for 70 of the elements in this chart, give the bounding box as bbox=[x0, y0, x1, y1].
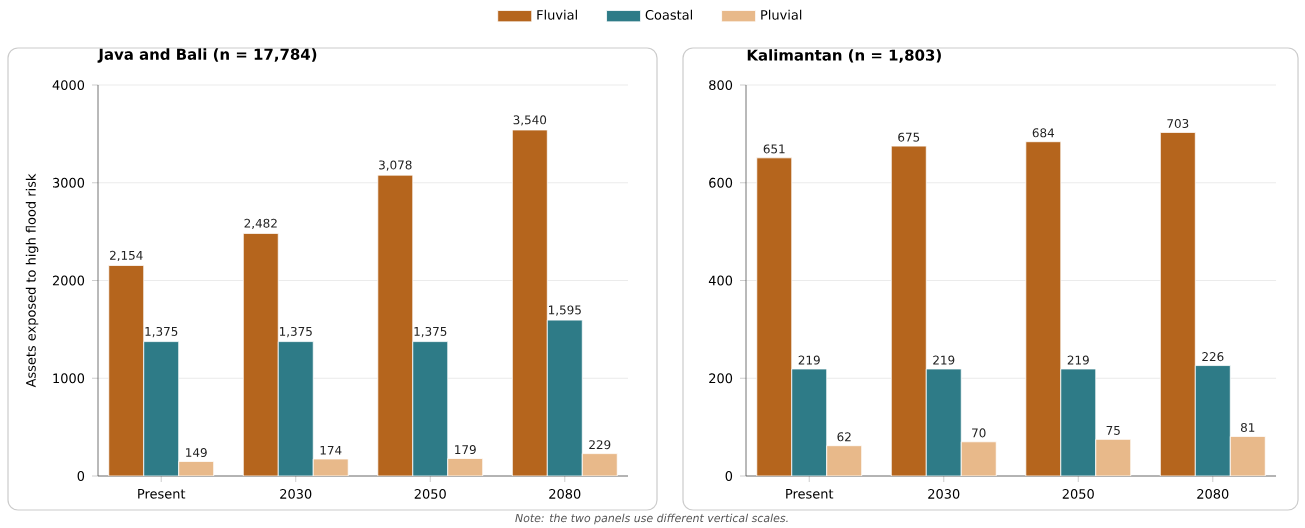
text: Note: the two panels use different vertical scales. bbox=[515, 513, 788, 525]
x-tick-label: 2050 bbox=[414, 489, 446, 499]
data-label: 2,154 bbox=[110, 250, 143, 262]
x-tick-label: 2080 bbox=[1197, 489, 1229, 499]
x-tick-label: 2050 bbox=[1062, 489, 1094, 499]
y-tick-label: 400 bbox=[708, 275, 733, 286]
bar bbox=[1025, 141, 1062, 476]
y-tick-label: 3000 bbox=[53, 177, 85, 188]
bar bbox=[890, 145, 927, 476]
bar bbox=[1229, 436, 1266, 476]
bar bbox=[242, 232, 279, 476]
bar bbox=[960, 441, 997, 476]
bar bbox=[1095, 438, 1132, 476]
data-label: 1,595 bbox=[548, 305, 581, 316]
data-label: 62 bbox=[837, 432, 851, 442]
data-label: 229 bbox=[589, 440, 611, 450]
bar bbox=[108, 265, 145, 476]
bar bbox=[826, 445, 863, 476]
bar bbox=[925, 368, 962, 476]
y-tick-label: 0 bbox=[77, 471, 85, 481]
y-tick-label: 600 bbox=[709, 177, 733, 188]
bar bbox=[412, 341, 449, 476]
data-label: 179 bbox=[455, 445, 476, 455]
bar bbox=[1194, 365, 1231, 476]
legend-label: Pluvial bbox=[761, 9, 802, 20]
x-tick-label: Present bbox=[786, 489, 834, 499]
x-tick-label: 2080 bbox=[549, 489, 581, 499]
data-label: 703 bbox=[1167, 118, 1189, 128]
data-label: 149 bbox=[186, 447, 207, 458]
data-label: 3,078 bbox=[379, 160, 412, 171]
y-tick-label: 1000 bbox=[53, 373, 85, 384]
bar bbox=[277, 341, 314, 476]
data-label: 1,375 bbox=[414, 326, 447, 338]
chart-title: Java and Bali (n = 17,784) bbox=[97, 48, 317, 63]
legend-label: Fluvial bbox=[537, 9, 577, 20]
data-label: 219 bbox=[798, 355, 820, 365]
data-label: 2,482 bbox=[244, 218, 277, 230]
bar bbox=[143, 341, 180, 476]
y-axis-title: Assets exposed to high flood risk bbox=[25, 173, 39, 388]
bar bbox=[756, 157, 793, 476]
x-tick-label: 2030 bbox=[928, 489, 960, 499]
data-label: 684 bbox=[1032, 128, 1055, 138]
data-label: 675 bbox=[898, 132, 920, 142]
data-label: 75 bbox=[1106, 426, 1120, 435]
data-label: 219 bbox=[933, 355, 955, 365]
bar bbox=[791, 368, 828, 476]
y-tick-label: 2000 bbox=[52, 275, 85, 286]
y-tick-label: 800 bbox=[709, 80, 733, 90]
bar bbox=[377, 174, 414, 476]
data-label: 3,540 bbox=[513, 115, 547, 126]
y-tick-label: 0 bbox=[725, 471, 733, 481]
x-tick-label: Present bbox=[138, 489, 186, 499]
x-tick-label: 2030 bbox=[280, 489, 312, 499]
y-tick-label: 200 bbox=[709, 373, 733, 384]
data-label: 219 bbox=[1067, 355, 1089, 365]
bar bbox=[511, 129, 548, 476]
data-label: 174 bbox=[320, 445, 342, 455]
data-label: 226 bbox=[1202, 352, 1224, 362]
bar bbox=[546, 319, 583, 476]
bar bbox=[1060, 368, 1097, 476]
data-label: 81 bbox=[1240, 422, 1255, 432]
legend-label: Coastal bbox=[645, 9, 692, 20]
bar bbox=[581, 453, 618, 476]
data-label: 651 bbox=[763, 144, 785, 154]
y-tick-label: 4000 bbox=[52, 80, 85, 90]
bar bbox=[1159, 132, 1196, 476]
data-label: 1,375 bbox=[145, 326, 178, 338]
data-label: 1,375 bbox=[279, 326, 312, 338]
data-label: 70 bbox=[972, 428, 986, 438]
chart-title: Kalimantan (n = 1,803) bbox=[747, 49, 941, 63]
